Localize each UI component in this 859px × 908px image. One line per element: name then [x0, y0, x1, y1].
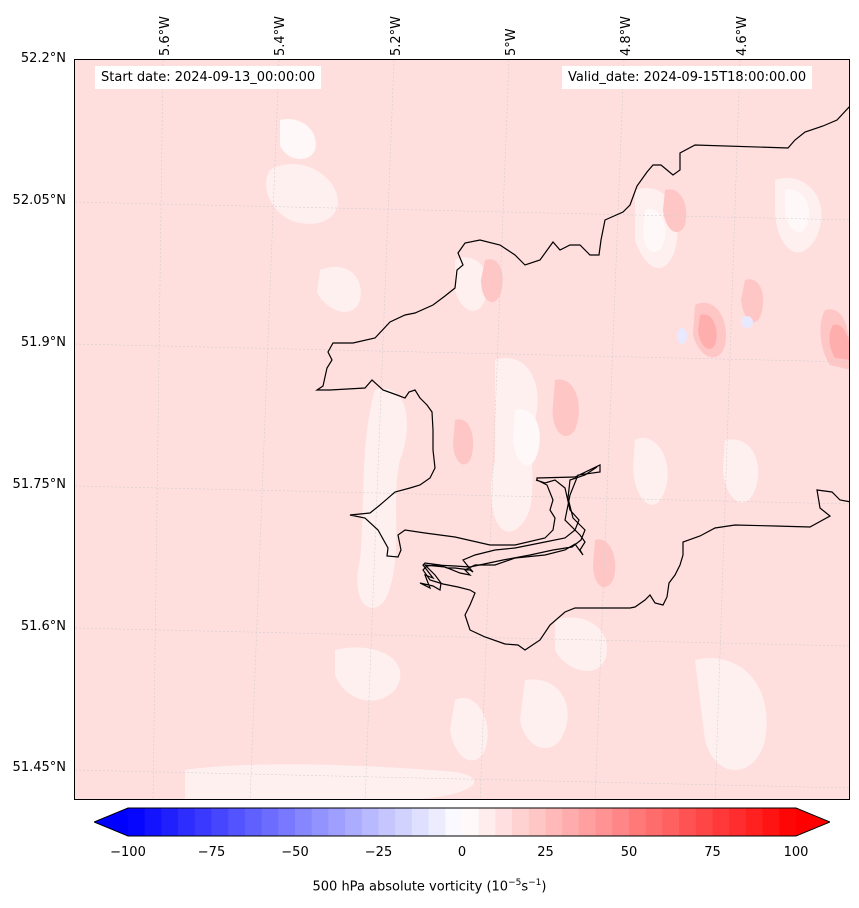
colorbar-segment [411, 808, 430, 836]
map-panel [74, 59, 850, 800]
start-date-label: Start date: 2024-09-13_00:00:00 [95, 66, 322, 89]
lon-label-5w: 5°W [504, 28, 519, 56]
colorbar-segment [612, 808, 630, 836]
lat-label-51.45n: 51.45°N [12, 760, 66, 775]
colorbar-segment [562, 808, 580, 836]
colorbar-tick-label: 25 [537, 845, 554, 860]
colorbar-tick-label: 0 [457, 845, 467, 860]
colorbar-segment [629, 808, 647, 836]
strong-vorticity-cores [698, 314, 849, 360]
colorbar-segment [244, 808, 263, 836]
colorbar-extend-max [796, 808, 830, 836]
colorbar-segment [194, 808, 212, 836]
colorbar-segment [428, 808, 446, 836]
zero-vorticity-patches [280, 119, 810, 466]
colorbar-label: 500 hPa absolute vorticity (10−5s−1) [312, 878, 547, 895]
colorbar-segment [645, 808, 663, 836]
colorbar-tick-label: −100 [110, 845, 146, 860]
colorbar-segment [729, 808, 747, 836]
graticule [75, 60, 849, 799]
colorbar-segment [261, 808, 279, 836]
valid-date-label: Valid_date: 2024-09-15T18:00:00.00 [562, 66, 813, 89]
colorbar-segment [578, 808, 597, 836]
colorbar-segment [395, 808, 413, 836]
colorbar-segment [712, 808, 730, 836]
lat-label-51.6n: 51.6°N [20, 619, 66, 634]
colorbar-tick-label: 50 [620, 845, 638, 860]
colorbar-segment [361, 808, 379, 836]
colorbar-tick-label: 100 [783, 845, 809, 860]
colorbar-tick-label: 75 [704, 845, 721, 860]
colorbar-outline [94, 807, 830, 837]
lon-label-5.2w: 5.2°W [389, 15, 404, 56]
colorbar-tick-label: −50 [281, 845, 309, 860]
colorbar-segment [779, 808, 797, 836]
colorbar-segment [762, 808, 780, 836]
colorbar-segment [178, 808, 196, 836]
lon-label-4.6w: 4.6°W [735, 15, 750, 56]
colorbar-segment [528, 808, 546, 836]
colorbar-segment [595, 808, 613, 836]
lat-label-52.05n: 52.05°N [12, 193, 66, 208]
colorbar-segment [545, 808, 563, 836]
colorbar-segment [679, 808, 697, 836]
lat-label-51.9n: 51.9°N [20, 335, 66, 350]
colorbar [94, 807, 830, 837]
lon-label-4.8w: 4.8°W [619, 15, 634, 56]
colorbar-segment [695, 808, 713, 836]
colorbar-tick-label: −25 [364, 845, 393, 860]
colorbar-segment [228, 808, 246, 836]
vorticity-map [75, 60, 849, 799]
lon-label-5.4w: 5.4°W [273, 15, 288, 56]
colorbar-segment [462, 808, 480, 836]
colorbar-extend-min [94, 808, 128, 836]
colorbar-segment [128, 808, 146, 836]
coastline [315, 106, 849, 591]
lon-label-5.6w: 5.6°W [158, 15, 173, 56]
colorbar-segment [345, 808, 363, 836]
colorbar-segment [662, 808, 680, 836]
coastline-south [422, 466, 849, 651]
colorbar-segment [295, 808, 313, 836]
colorbar-segment [378, 808, 396, 836]
negative-vorticity-patches [677, 316, 753, 344]
colorbar-segment [311, 808, 329, 836]
colorbar-segment [161, 808, 179, 836]
colorbar-segment [445, 808, 463, 836]
colorbar-segment [144, 808, 162, 836]
colorbar-segment [495, 808, 513, 836]
colorbar-segment [211, 808, 229, 836]
lat-label-52.2n: 52.2°N [20, 51, 66, 66]
colorbar-segment [328, 808, 346, 836]
lat-label-51.75n: 51.75°N [12, 477, 66, 492]
colorbar-segment [278, 808, 296, 836]
colorbar-segment [478, 808, 496, 836]
colorbar-segment [512, 808, 530, 836]
low-vorticity-patches [185, 164, 822, 799]
colorbar-segment [745, 808, 764, 836]
colorbar-tick-label: −75 [197, 845, 226, 860]
